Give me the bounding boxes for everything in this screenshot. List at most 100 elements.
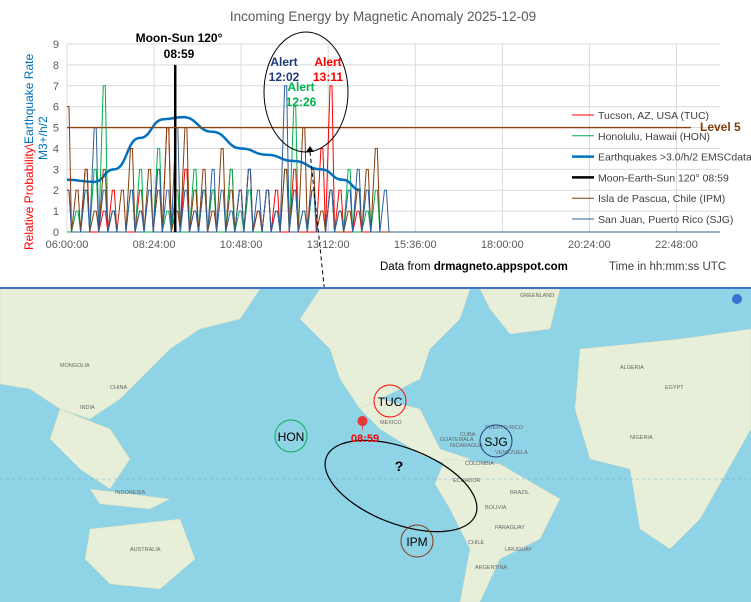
land-africa-europe <box>574 328 751 550</box>
station-label: IPM <box>406 535 427 549</box>
series-line-5 <box>67 85 390 233</box>
land-greenland <box>479 289 561 335</box>
map-account-icon[interactable] <box>732 294 742 304</box>
y-axis-label: Relative Probability\Earthquake Rate <box>22 54 36 250</box>
legend-label: Moon-Earth-Sun 120° 08:59 <box>598 172 729 184</box>
y-label-part1: Relative Probability\ <box>22 143 36 250</box>
station-HON[interactable]: HON <box>274 419 308 453</box>
series-line-4 <box>67 106 389 233</box>
location-pin-icon[interactable] <box>357 416 368 433</box>
station-IPM[interactable]: IPM <box>400 524 434 558</box>
land-australia <box>84 518 196 590</box>
country-label: GREENLAND <box>520 293 554 299</box>
country-label: ECUADOR <box>453 478 481 484</box>
moon-label: Moon-Sun 120° <box>136 31 223 45</box>
legend: Tucson, AZ, USA (TUC) Honolulu, Hawaii (H… <box>572 110 751 226</box>
country-label: MONGOLIA <box>60 363 90 369</box>
alert-3-title: Alert <box>287 80 314 94</box>
country-label: CHINA <box>110 385 127 391</box>
chart-title: Incoming Energy by Magnetic Anomaly 2025… <box>230 9 536 24</box>
country-label: CUBA <box>460 432 476 438</box>
x-tick-label: 06:00:00 <box>46 239 89 251</box>
y-axis-label-line2: M3+/h/2 <box>36 116 50 160</box>
map-svg: GREENLAND MONGOLIA CHINA INDIA INDONESIA AUST… <box>0 289 751 602</box>
country-label: URUGUAY <box>505 547 532 553</box>
country-label: BRAZIL <box>510 490 529 496</box>
land-se-asia <box>49 408 131 490</box>
legend-label: Earthquakes >3.0/h/2 EMSCdata <box>598 152 751 164</box>
alert-3-time: 12:26 <box>286 95 317 109</box>
x-tick-label: 22:48:00 <box>655 239 698 251</box>
y-tick-label: 5 <box>53 123 59 135</box>
legend-label: Honolulu, Hawaii (HON) <box>598 131 710 143</box>
alert-1-title: Alert <box>270 55 297 69</box>
country-label: NIGERIA <box>630 435 653 441</box>
y-tick-label: 9 <box>53 39 59 51</box>
question-mark: ? <box>395 458 404 474</box>
country-label: GUATEMALA <box>440 437 474 443</box>
country-label: INDIA <box>80 405 95 411</box>
x-tick-label: 15:36:00 <box>394 239 437 251</box>
station-label: TUC <box>378 395 403 409</box>
marker-time: 08:59 <box>351 433 379 445</box>
y-tick-label: 6 <box>53 102 59 114</box>
x-tick-label: 18:00:00 <box>481 239 524 251</box>
alert-1-time: 12:02 <box>269 70 300 84</box>
source-credit: Data from drmagneto.appspot.com <box>380 261 568 273</box>
legend-label: Tucson, AZ, USA (TUC) <box>598 110 709 122</box>
land-south-america <box>434 458 561 602</box>
country-label: MEXICO <box>380 420 402 426</box>
world-map[interactable]: GREENLAND MONGOLIA CHINA INDIA INDONESIA AUST… <box>0 289 751 602</box>
y-tick-label: 4 <box>53 143 59 155</box>
country-label: PUERTO RICO <box>485 425 524 431</box>
chart-panel: Incoming Energy by Magnetic Anomaly 2025… <box>0 0 751 289</box>
x-tick-label: 10:48:00 <box>220 239 263 251</box>
country-label: INDONESIA <box>115 490 146 496</box>
x-ticks: 06:00:00 08:24:00 10:48:00 13:12:00 15:36:00… <box>46 239 698 251</box>
country-labels: GREENLAND MONGOLIA CHINA INDIA INDONESIA AUST… <box>60 293 684 571</box>
country-label: COLOMBIA <box>465 461 494 467</box>
region-ellipse <box>324 439 478 533</box>
country-label: VENEZUELA <box>495 450 528 456</box>
land-central-america <box>359 398 471 468</box>
y-tick-label: 3 <box>53 164 59 176</box>
legend-label: San Juan, Puerto Rico (SJG) <box>598 214 733 226</box>
station-label: HON <box>278 430 305 444</box>
y-tick-label: 7 <box>53 81 59 93</box>
country-label: NICARAGUA <box>450 443 483 449</box>
y-tick-label: 8 <box>53 60 59 72</box>
alert-2-time: 13:11 <box>313 70 343 84</box>
country-label: BOLIVIA <box>485 505 507 511</box>
station-SJG[interactable]: SJG <box>479 424 513 458</box>
x-tick-label: 20:24:00 <box>568 239 611 251</box>
earthquake-rate-curve <box>66 115 362 192</box>
x-tick-label: 13:12:00 <box>307 239 350 251</box>
station-label: SJG <box>484 435 507 449</box>
chart-svg: Incoming Energy by Magnetic Anomaly 2025… <box>22 9 751 287</box>
y-tick-label: 2 <box>53 185 59 197</box>
y-tick-label: 0 <box>53 227 59 239</box>
land-indonesia <box>89 488 171 510</box>
country-label: EGYPT <box>665 385 684 391</box>
land-north-america <box>299 289 471 410</box>
country-label: ARGENTINA <box>475 565 507 571</box>
y-tick-label: 1 <box>53 206 59 218</box>
country-label: CHILE <box>468 540 485 546</box>
x-axis-label: Time in hh:mm:ss UTC <box>609 261 726 273</box>
station-TUC[interactable]: TUC <box>373 384 407 418</box>
alert-2-title: Alert <box>314 55 341 69</box>
dashed-arrow <box>309 151 325 287</box>
y-label-part2: Earthquake Rate <box>22 54 36 144</box>
country-label: AUSTRALIA <box>130 547 161 553</box>
legend-label: Isla de Pascua, Chile (IPM) <box>598 193 725 205</box>
source-site: drmagneto.appspot.com <box>434 261 568 273</box>
country-label: PARAGUAY <box>495 525 525 531</box>
series-lines <box>66 64 720 233</box>
moon-time: 08:59 <box>164 47 195 61</box>
source-prefix: Data from <box>380 261 434 273</box>
land-asia <box>0 289 261 420</box>
level-5-label: Level 5 <box>700 120 741 134</box>
y-ticks: 0 1 2 3 4 5 6 7 8 9 <box>53 39 59 239</box>
x-tick-label: 08:24:00 <box>133 239 176 251</box>
country-label: ALGERIA <box>620 365 644 371</box>
